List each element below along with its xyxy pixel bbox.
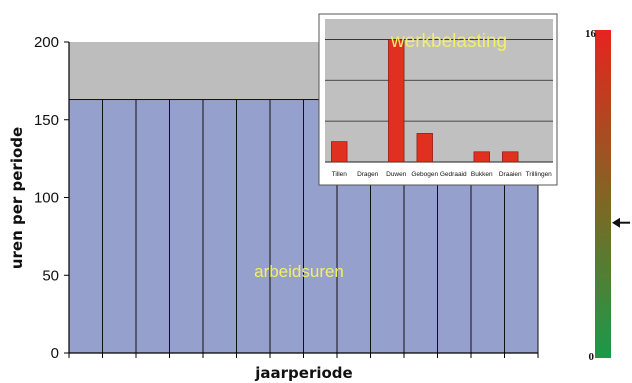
bar: [102, 99, 137, 354]
inset-bar: [388, 39, 405, 163]
inset-title: werkbelasting: [390, 31, 507, 52]
gauge-gradient-bar: [595, 30, 611, 358]
inset-category-label: Duwen: [386, 171, 407, 178]
x-axis-title: jaarperiode: [254, 364, 352, 382]
y-tick-label: 50: [42, 267, 59, 284]
inset-bar: [416, 133, 433, 163]
inset-plot-area: [325, 19, 553, 162]
inset-bar: [502, 151, 519, 163]
y-tick-label: 100: [34, 190, 59, 207]
inset-category-label: Bukken: [471, 171, 493, 178]
inset-category-label: Dragen: [357, 171, 379, 178]
inset-category-label: Tillen: [332, 171, 348, 178]
gauge-max-label: 16: [585, 28, 597, 40]
inset-chart: Tillen Dragen Duwen Gebogen Gedraaid Bukken Dr…: [318, 13, 558, 186]
workload-gauge: 16 0: [585, 28, 630, 363]
bar: [269, 99, 304, 354]
bar: [202, 99, 237, 354]
inset-category-label: Trillingen: [526, 171, 553, 178]
bar: [169, 99, 204, 354]
inset-category-label: Gebogen: [411, 171, 438, 178]
y-axis-title: uren per periode: [8, 127, 26, 269]
bar-annotation: arbeidsuren: [254, 262, 344, 281]
bar: [236, 99, 271, 354]
bar: [135, 99, 170, 354]
y-tick-label: 200: [34, 34, 59, 51]
gauge-min-label: 0: [589, 351, 595, 363]
inset-bar: [331, 141, 348, 163]
inset-category-label: Gedraaid: [440, 171, 467, 178]
y-tick-label: 0: [51, 345, 59, 362]
inset-category-label: Draaien: [499, 171, 522, 178]
arrow-left-icon: [612, 217, 630, 228]
y-tick-label: 150: [34, 112, 59, 129]
bar: [68, 99, 103, 354]
inset-bar: [473, 151, 490, 163]
